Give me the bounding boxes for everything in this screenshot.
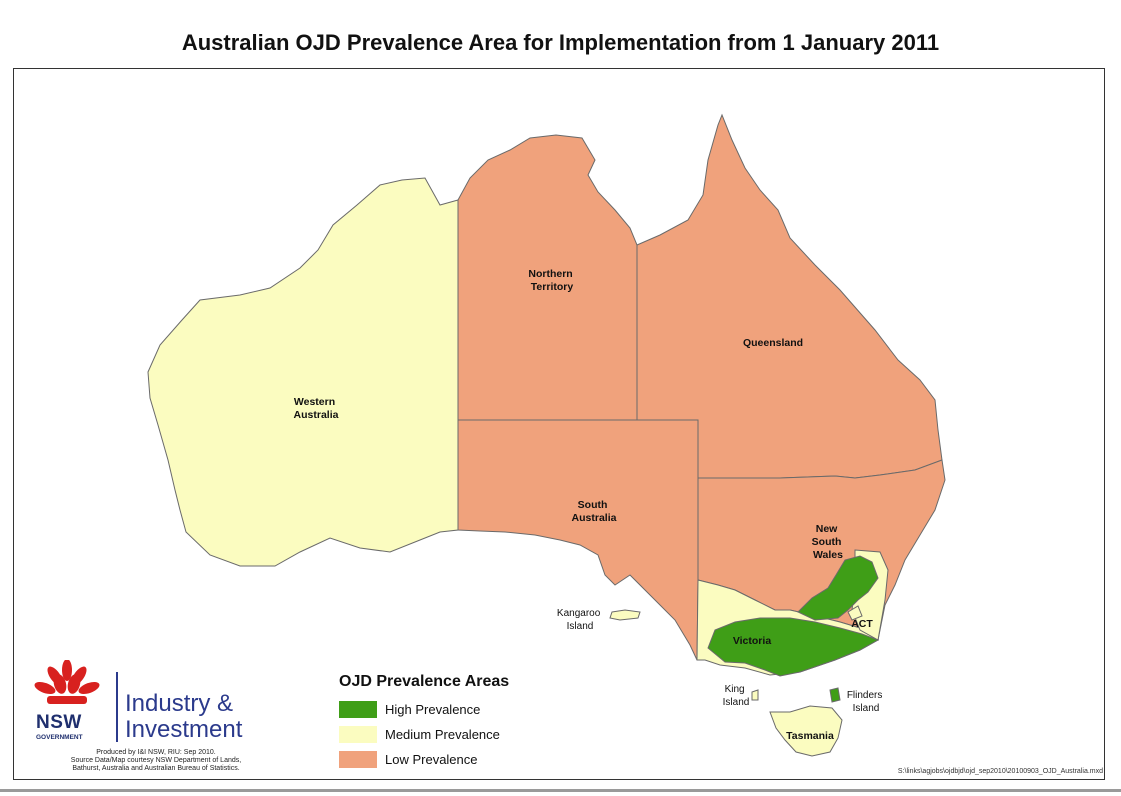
legend-item-medium: Medium Prevalence [339,722,569,747]
region-flinders-island [829,687,841,703]
legend: OJD Prevalence Areas High Prevalence Med… [339,673,569,772]
map-frame [13,68,1105,780]
nsw-logo-text: NSW [36,712,82,733]
label-act: ACT [851,618,873,630]
region-king-island [751,689,759,701]
label-northern-territory: Northern Territory [528,268,575,293]
label-flinders-island: Flinders Island [847,690,885,714]
region-tasmania [769,705,843,757]
legend-label-medium: Medium Prevalence [385,727,500,742]
region-western-australia [147,177,459,567]
industry-text: Industry & [125,690,234,717]
label-queensland: Queensland [743,337,803,349]
credits: Produced by I&I NSW, RIU: Sep 2010. Sour… [36,749,276,773]
government-text: GOVERNMENT [36,734,83,741]
legend-label-high: High Prevalence [385,702,481,717]
map-title: Australian OJD Prevalence Area for Imple… [181,30,940,55]
logo-divider [116,672,118,742]
credit-line: Source Data/Map courtesy NSW Department … [70,757,242,764]
bottom-rule [0,789,1121,792]
legend-swatch-high [339,701,377,718]
legend-item-high: High Prevalence [339,697,569,722]
credit-line: Produced by I&I NSW, RIU: Sep 2010. [96,749,216,756]
label-south-australia: South Australia [572,499,617,524]
region-nsw-high [797,555,879,621]
region-victoria-high [707,617,880,677]
label-kangaroo-island: Kangaroo Island [557,608,603,632]
file-path: S:\links\agjobs\ojdbjd\ojd_sep2010\20100… [897,768,1103,775]
region-kangaroo-island [609,609,641,621]
legend-item-low: Low Prevalence [339,747,569,772]
label-western-australia: Western Australia [294,396,339,421]
waratah-logo-icon [34,660,100,704]
legend-swatch-low [339,751,377,768]
investment-text: Investment [125,716,243,743]
label-tasmania: Tasmania [786,730,834,742]
legend-swatch-medium [339,726,377,743]
label-victoria: Victoria [733,635,771,647]
legend-label-low: Low Prevalence [385,752,478,767]
legend-title: OJD Prevalence Areas [339,673,510,690]
label-new-south-wales: New South Wales [812,523,845,561]
credit-line: Bathurst, Australia and Australian Burea… [72,765,240,772]
region-act [847,605,863,621]
label-king-island: King Island [723,684,750,708]
